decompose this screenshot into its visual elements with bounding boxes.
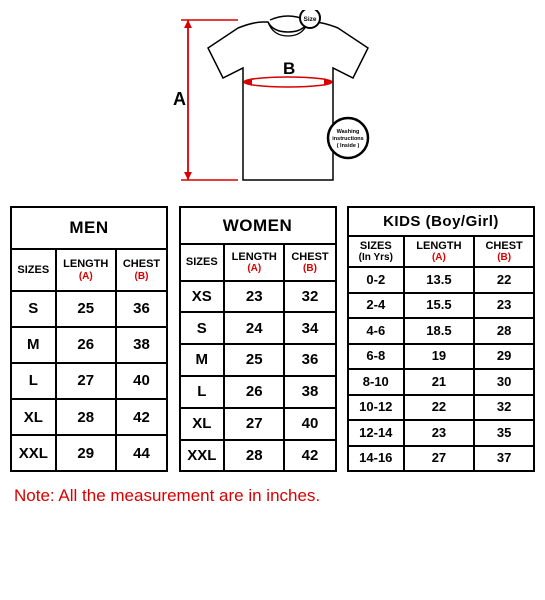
note-text: Note: All the measurement are in inches. bbox=[14, 486, 535, 506]
label-a: A bbox=[173, 89, 186, 109]
table-row: M2638 bbox=[11, 327, 167, 363]
tables-row: MEN SIZES LENGTH(A) CHEST(B) S2536 M2638… bbox=[10, 206, 535, 472]
table-row: 2-415.523 bbox=[348, 293, 534, 319]
table-row: 10-122232 bbox=[348, 395, 534, 421]
table-row: 6-81929 bbox=[348, 344, 534, 370]
wash-tag-l1: Washing bbox=[336, 129, 359, 135]
table-row: XXL2944 bbox=[11, 435, 167, 471]
women-hdr-chest: CHEST(B) bbox=[284, 244, 335, 281]
table-row: L2638 bbox=[180, 376, 336, 408]
women-title: WOMEN bbox=[180, 207, 336, 244]
dim-a-arrow-bot bbox=[184, 172, 192, 180]
men-title: MEN bbox=[11, 207, 167, 249]
women-table: WOMEN SIZES LENGTH(A) CHEST(B) XS2332 S2… bbox=[179, 206, 337, 472]
wash-tag-l2: instructions bbox=[332, 136, 363, 142]
table-row: M2536 bbox=[180, 344, 336, 376]
women-hdr-length: LENGTH(A) bbox=[224, 244, 284, 281]
kids-table: KIDS (Boy/Girl) SIZES(In Yrs) LENGTH(A) … bbox=[347, 206, 535, 472]
table-row: S2536 bbox=[11, 291, 167, 327]
kids-hdr-length: LENGTH(A) bbox=[404, 236, 475, 267]
men-hdr-length: LENGTH(A) bbox=[56, 249, 116, 291]
tshirt-svg: A B Size Washing instructions ( Inside ) bbox=[143, 10, 403, 200]
table-row: XXL2842 bbox=[180, 440, 336, 472]
men-table: MEN SIZES LENGTH(A) CHEST(B) S2536 M2638… bbox=[10, 206, 168, 472]
table-row: 12-142335 bbox=[348, 420, 534, 446]
men-hdr-chest: CHEST(B) bbox=[116, 249, 167, 291]
table-row: 4-618.528 bbox=[348, 318, 534, 344]
table-row: S2434 bbox=[180, 312, 336, 344]
table-row: XL2740 bbox=[180, 408, 336, 440]
kids-hdr-chest: CHEST(B) bbox=[474, 236, 534, 267]
label-b: B bbox=[283, 59, 295, 78]
table-row: 0-213.522 bbox=[348, 267, 534, 293]
table-row: 14-162737 bbox=[348, 446, 534, 472]
women-hdr-sizes: SIZES bbox=[180, 244, 225, 281]
wash-tag-l3: ( Inside ) bbox=[336, 143, 359, 149]
table-row: 8-102130 bbox=[348, 369, 534, 395]
size-tag-text: Size bbox=[303, 16, 316, 23]
tshirt-diagram: A B Size Washing instructions ( Inside ) bbox=[10, 10, 535, 200]
kids-title: KIDS (Boy/Girl) bbox=[348, 207, 534, 236]
table-row: L2740 bbox=[11, 363, 167, 399]
kids-hdr-sizes: SIZES(In Yrs) bbox=[348, 236, 404, 267]
dim-a-arrow-top bbox=[184, 20, 192, 28]
table-row: XL2842 bbox=[11, 399, 167, 435]
table-row: XS2332 bbox=[180, 281, 336, 313]
men-hdr-sizes: SIZES bbox=[11, 249, 56, 291]
